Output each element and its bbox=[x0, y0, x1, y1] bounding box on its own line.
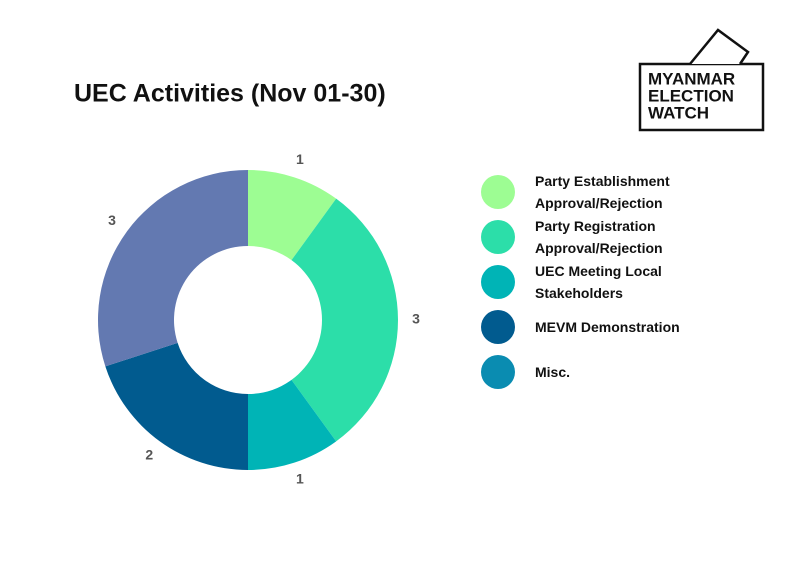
chart-title: UEC Activities (Nov 01-30) bbox=[74, 80, 386, 108]
logo-text: MYANMAR bbox=[648, 69, 735, 88]
logo-box bbox=[638, 62, 765, 132]
data-label: 1 bbox=[296, 470, 304, 486]
data-label: 3 bbox=[108, 212, 116, 228]
data-label: 2 bbox=[145, 447, 153, 463]
data-label: 3 bbox=[412, 311, 420, 327]
legend-swatch bbox=[481, 220, 515, 254]
legend-label: UEC Meeting Local Stakeholders bbox=[535, 263, 662, 301]
legend-label: Misc. bbox=[535, 364, 571, 380]
legend-label: MEVM Demonstration bbox=[535, 319, 680, 335]
logo-ballot bbox=[689, 28, 750, 65]
logo: MYANMAR ELECTION WATCH bbox=[638, 28, 765, 132]
legend-swatch bbox=[481, 355, 515, 389]
legend-label: Party Registration Approval/Rejection bbox=[535, 218, 663, 256]
legend-swatch bbox=[481, 310, 515, 344]
logo-text: ELECTION bbox=[648, 86, 734, 105]
donut-slice bbox=[105, 342, 248, 470]
legend-label: Party Establishment Approval/Rejection bbox=[535, 173, 670, 211]
legend-swatch bbox=[481, 265, 515, 299]
logo-text: WATCH bbox=[648, 103, 709, 122]
donut-slice bbox=[248, 170, 337, 261]
legend-swatch bbox=[481, 175, 515, 209]
donut-slice bbox=[291, 198, 398, 442]
donut-slice bbox=[248, 379, 337, 470]
data-label: 1 bbox=[296, 151, 304, 167]
donut-slice bbox=[97, 170, 248, 367]
